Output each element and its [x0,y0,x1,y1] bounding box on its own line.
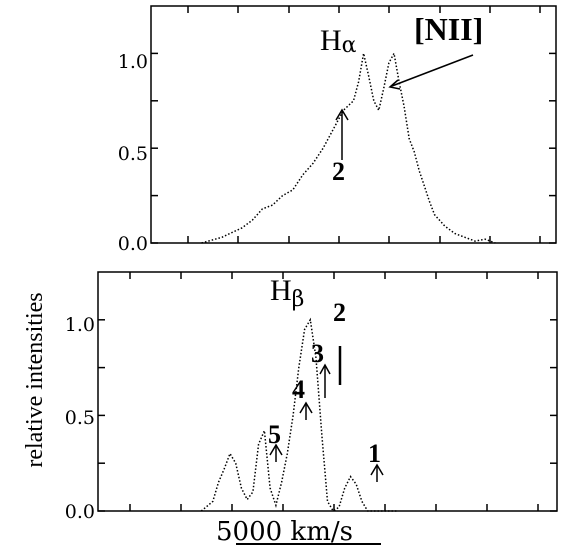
bottom-panel-title: Hβ [270,274,304,312]
bottom-ytick-label-1: 0.5 [65,407,95,429]
y-axis-label: relative intensities [22,292,48,467]
bottom-spectrum-line [200,317,397,513]
hbeta-peak-label-1: 1 [368,439,381,468]
top-ytick-label-0: 0.0 [118,233,148,255]
bottom-panel: 0.0 0.5 1.0 Hβ 2 3 4 5 1 [65,271,558,523]
bottom-ytick-label-0: 0.0 [65,501,95,523]
bottom-title-sub: β [292,287,305,312]
bottom-ytick-label-2: 1.0 [65,314,95,336]
nii-arrow-line [391,54,474,87]
hbeta-peak-label-5: 5 [268,420,281,449]
top-title-sub: α [342,33,357,58]
top-panel-title: Hα [320,24,357,58]
halpha-arrow-head [335,108,349,121]
top-spectrum-line [201,51,496,244]
top-panel: 0.0 0.5 1.0 Hα [NII] 2 [118,5,557,255]
bottom-axis-ticks [98,272,557,512]
hbeta-peak-label-2: 2 [333,298,346,327]
arrow-3-head [319,363,331,375]
x-scale-label: 5000 km/s [216,517,353,547]
halpha-label-2: 2 [332,157,345,186]
nii-arrow-head [388,79,401,90]
top-title-main: H [320,24,342,57]
bottom-plot-frame [97,271,558,512]
nii-label: [NII] [414,11,483,47]
arrow-4-head [299,401,313,414]
arrow-1-head [370,463,384,476]
top-plot-frame [150,5,557,244]
hbeta-peak-label-3: 3 [311,339,324,368]
hbeta-peak-label-4: 4 [292,375,305,404]
top-ytick-label-1: 0.5 [118,143,148,165]
arrow-5-head [269,443,283,456]
bottom-title-main: H [270,274,292,307]
top-ytick-label-2: 1.0 [118,51,148,73]
top-axis-ticks [151,6,556,244]
